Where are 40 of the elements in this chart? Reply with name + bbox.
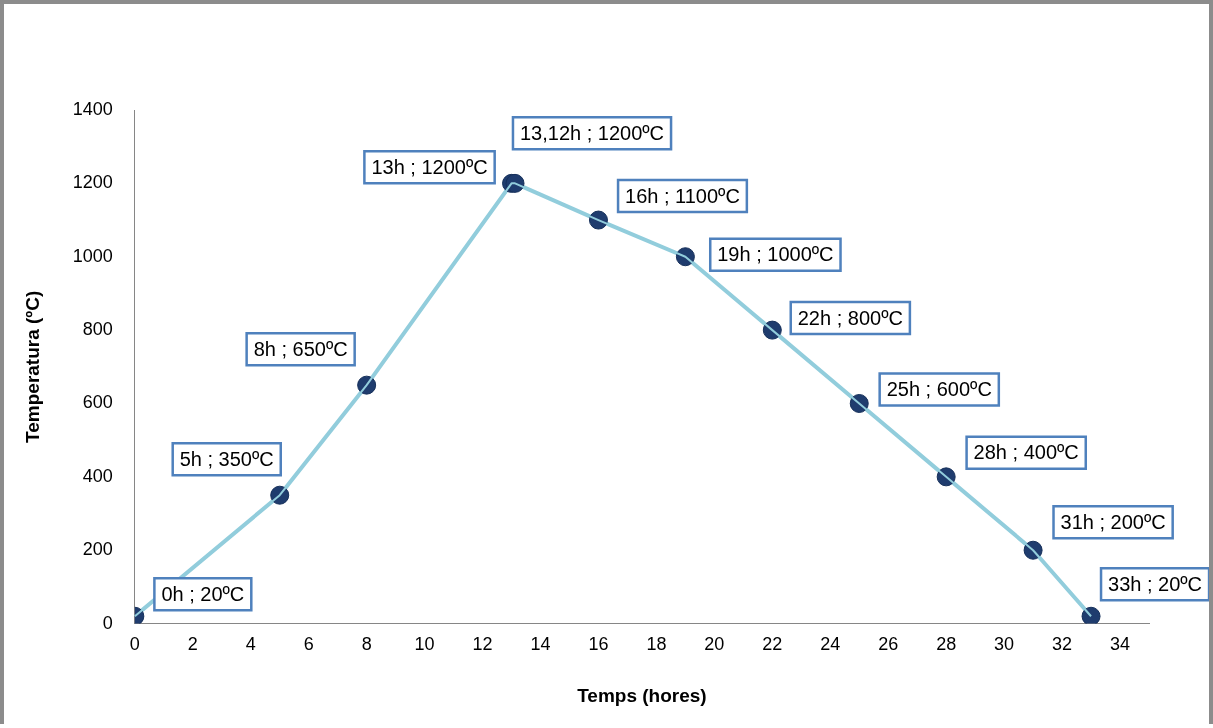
x-tick-label: 20	[704, 634, 725, 655]
x-axis-title: Temps (hores)	[577, 684, 707, 706]
data-label: 22h ; 800ºC	[797, 306, 903, 329]
data-label: 25h ; 600ºC	[886, 378, 992, 400]
data-label: 13,12h ; 1200ºC	[519, 121, 665, 144]
y-tick-label: 1400	[72, 98, 113, 119]
x-tick-label: 8	[361, 634, 372, 655]
data-label: 16h ; 1100ºC	[625, 184, 740, 207]
x-tick-label: 28	[936, 634, 957, 655]
x-tick-label: 24	[820, 634, 841, 655]
x-tick-label: 32	[1052, 634, 1073, 655]
x-tick-label: 12	[472, 634, 493, 655]
data-label: 13h ; 1200ºC	[371, 155, 488, 178]
y-tick-label: 1000	[72, 245, 113, 266]
x-tick-label: 4	[245, 634, 256, 655]
y-tick-label: 1200	[72, 172, 113, 193]
data-label: 5h ; 350ºC	[179, 447, 274, 470]
y-tick-label: 800	[82, 319, 113, 340]
x-tick-label: 16	[588, 634, 609, 655]
data-label: 0h ; 20ºC	[161, 582, 245, 605]
x-tick-label: 26	[878, 634, 899, 655]
x-tick-label: 6	[303, 634, 314, 655]
data-label: 19h ; 1000ºC	[717, 243, 834, 266]
data-label: 28h ; 400ºC	[973, 441, 1079, 464]
y-tick-label: 0	[102, 612, 113, 633]
y-tick-label: 600	[82, 392, 113, 413]
x-tick-label: 2	[187, 634, 198, 655]
x-tick-label: 10	[414, 634, 435, 655]
x-tick-label: 30	[994, 634, 1015, 655]
y-axis-title: Temperatura (ºC)	[21, 290, 43, 443]
x-tick-label: 14	[530, 634, 551, 655]
y-tick-label: 400	[82, 465, 113, 486]
data-label: 33h ; 20ºC	[1108, 572, 1203, 595]
x-tick-label: 22	[762, 634, 783, 655]
data-label: 31h ; 200ºC	[1060, 510, 1166, 533]
x-tick-label: 0	[129, 634, 140, 655]
x-tick-label: 18	[646, 634, 667, 655]
y-tick-label: 200	[82, 539, 113, 560]
x-tick-label: 34	[1110, 634, 1131, 655]
data-label: 8h ; 650ºC	[253, 337, 348, 360]
